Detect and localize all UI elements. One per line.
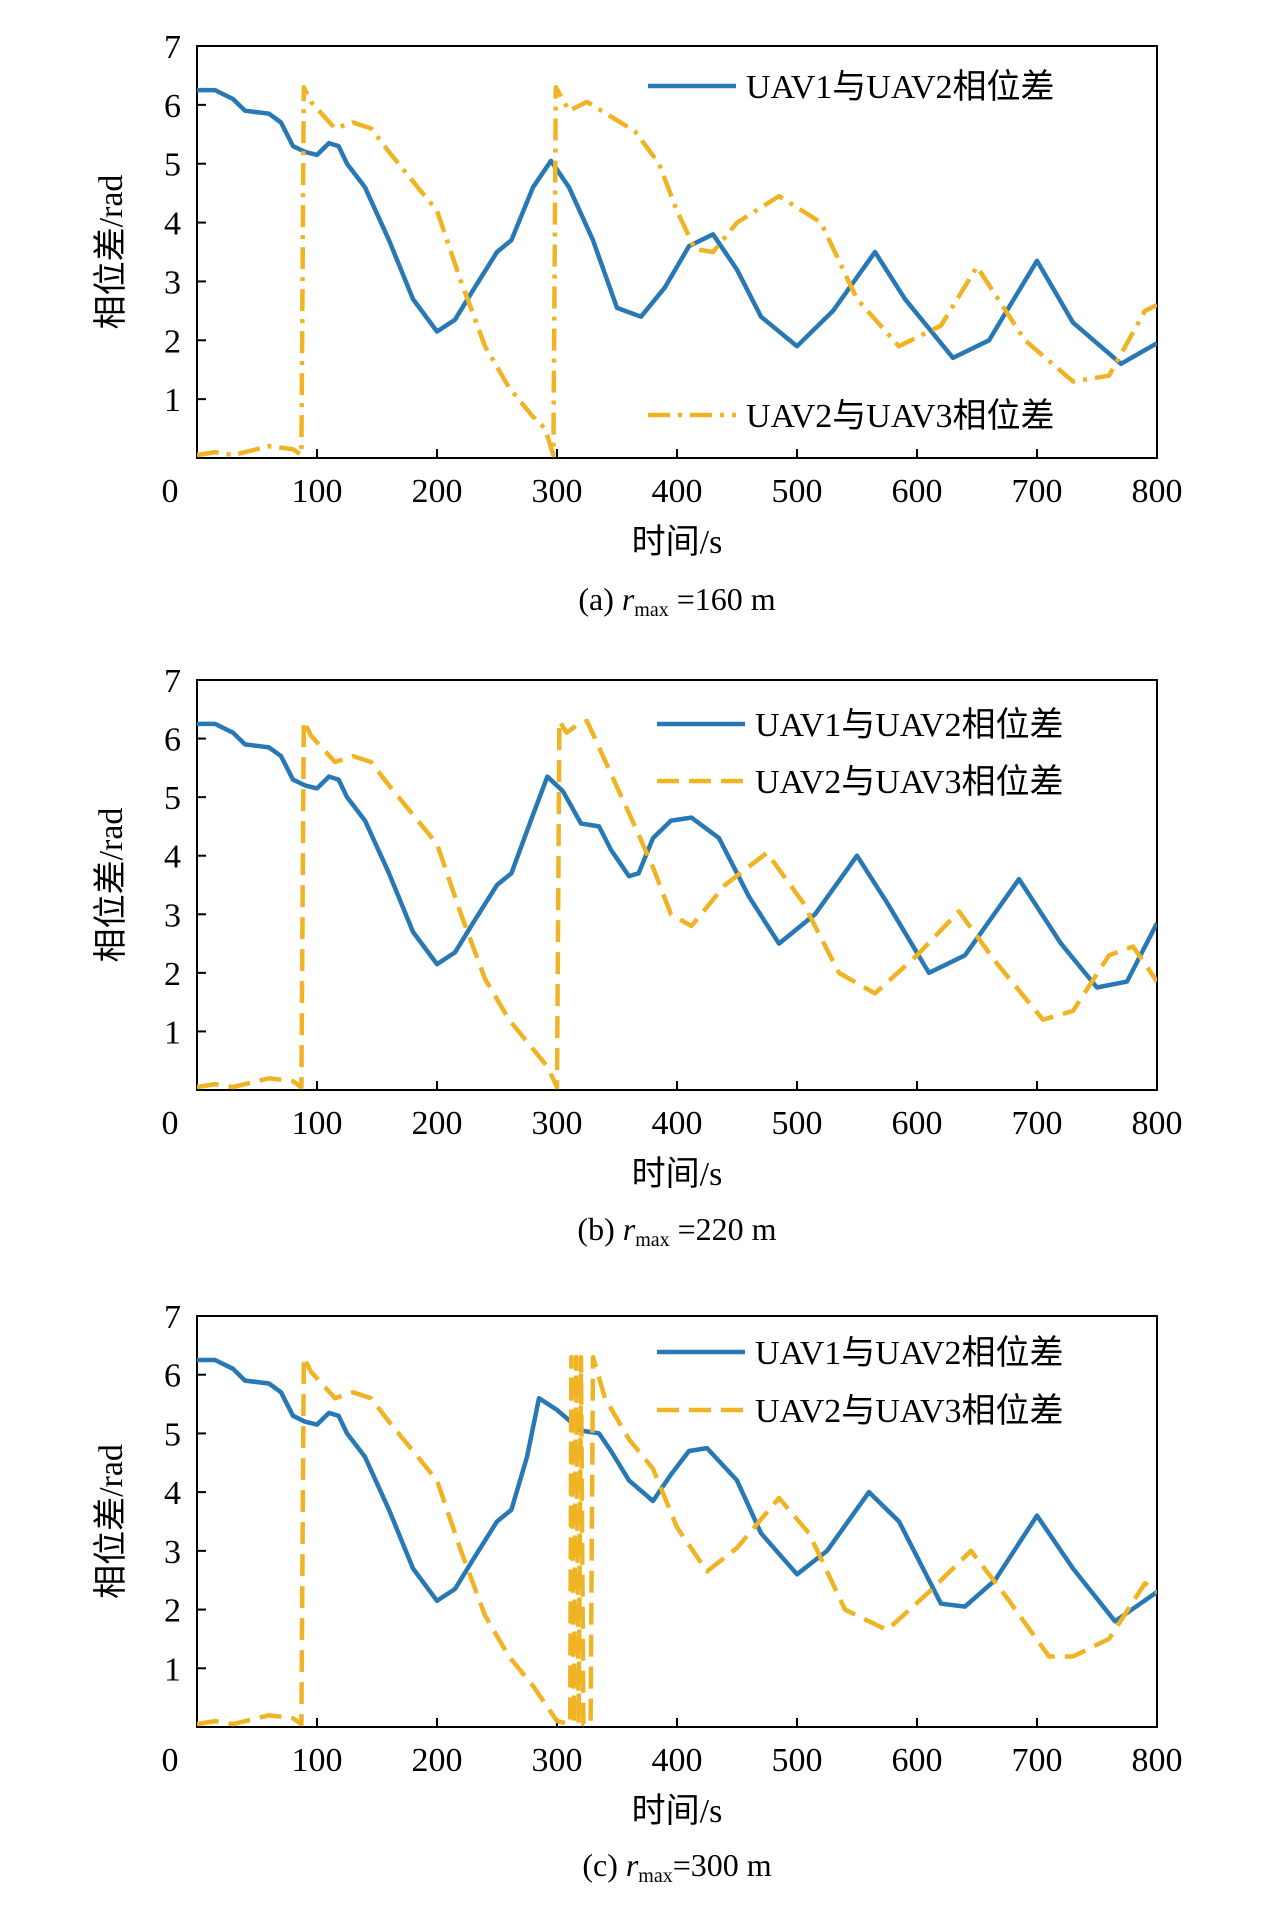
x-tick-label: 300 [532, 473, 583, 510]
y-tick-label: 3 [164, 897, 181, 934]
y-axis-label: 相位差/rad [92, 808, 130, 963]
series-line-1 [197, 87, 1157, 367]
y-tick-label: 6 [164, 88, 181, 125]
series-line-2 [197, 718, 1157, 1090]
x-tick-label: 400 [652, 1105, 703, 1142]
x-tick-label: 100 [292, 1105, 343, 1142]
x-tick-label: 200 [412, 473, 463, 510]
x-tick-label: 300 [532, 1742, 583, 1779]
y-tick-label: 1 [164, 382, 181, 419]
x-tick-label: 500 [772, 1105, 823, 1142]
legend-entry-1: UAV1与UAV2相位差 [648, 68, 1055, 106]
panel-caption: (a) rmax =160 m [578, 581, 775, 621]
y-tick-label: 5 [164, 1416, 181, 1453]
y-tick-label: 5 [164, 780, 181, 817]
y-tick-label: 7 [164, 29, 181, 66]
y-tick-label: 2 [164, 1593, 181, 1630]
x-tick-label: 0 [162, 1742, 179, 1779]
legend-label: UAV1与UAV2相位差 [755, 706, 1064, 744]
series-line-1 [197, 721, 1157, 990]
x-tick-label: 500 [772, 473, 823, 510]
y-tick-label: 2 [164, 323, 181, 360]
y-tick-label: 7 [164, 663, 181, 700]
series-line-1 [197, 1357, 1157, 1624]
x-tick-label: 700 [1012, 473, 1063, 510]
series-line-2 [197, 84, 1157, 458]
x-tick-label: 0 [162, 473, 179, 510]
y-tick-label: 4 [164, 206, 181, 243]
y-tick-label: 6 [164, 1358, 181, 1395]
x-tick-label: 300 [532, 1105, 583, 1142]
y-tick-label: 1 [164, 1651, 181, 1688]
x-tick-label: 200 [412, 1105, 463, 1142]
x-tick-label: 800 [1132, 1742, 1183, 1779]
y-tick-label: 3 [164, 264, 181, 301]
y-axis-label: 相位差/rad [92, 175, 130, 330]
x-tick-label: 800 [1132, 1105, 1183, 1142]
series-line-2 [197, 1354, 1157, 1727]
x-tick-label: 700 [1012, 1105, 1063, 1142]
chart-panel-0: 0 100 200 300 400 500 600 700 800 1 2 3 4 5 6 7 时间/s 相位差/… [92, 29, 1183, 621]
plot-frame [196, 45, 1158, 459]
y-tick-label: 4 [164, 839, 181, 876]
x-tick-label: 400 [652, 1742, 703, 1779]
y-tick-label: 2 [164, 956, 181, 993]
chart-panel-1: 0 100 200 300 400 500 600 700 800 1 2 3 4 5 6 7 时间/s 相位差/… [92, 663, 1183, 1251]
legend-entry-2: UAV2与UAV3相位差 [648, 397, 1055, 435]
y-tick-label: 1 [164, 1014, 181, 1051]
x-tick-label: 500 [772, 1742, 823, 1779]
y-tick-label: 4 [164, 1475, 181, 1512]
x-tick-label: 600 [892, 473, 943, 510]
x-tick-label: 200 [412, 1742, 463, 1779]
legend-label: UAV2与UAV3相位差 [746, 397, 1055, 435]
legend-entry-1: UAV1与UAV2相位差 [657, 1334, 1064, 1372]
legend-label: UAV2与UAV3相位差 [755, 1392, 1064, 1430]
x-tick-label: 700 [1012, 1742, 1063, 1779]
y-tick-label: 3 [164, 1534, 181, 1571]
legend-entry-1: UAV1与UAV2相位差 [657, 706, 1064, 744]
x-tick-label: 800 [1132, 473, 1183, 510]
chart-panel-2: 0 100 200 300 400 500 600 700 800 1 2 3 4 5 6 7 时间/s 相位差/… [92, 1299, 1183, 1887]
x-tick-label: 400 [652, 473, 703, 510]
y-tick-label: 6 [164, 722, 181, 759]
panel-caption: (c) rmax=300 m [582, 1847, 771, 1887]
x-axis-label: 时间/s [632, 1793, 723, 1830]
x-tick-label: 100 [292, 1742, 343, 1779]
legend-label: UAV1与UAV2相位差 [746, 68, 1055, 106]
x-tick-label: 600 [892, 1105, 943, 1142]
y-tick-label: 7 [164, 1299, 181, 1336]
y-tick-label: 5 [164, 147, 181, 184]
x-axis-label: 时间/s [632, 524, 723, 561]
legend-label: UAV1与UAV2相位差 [755, 1334, 1064, 1372]
legend-label: UAV2与UAV3相位差 [755, 763, 1064, 801]
x-tick-label: 0 [162, 1105, 179, 1142]
legend-entry-2: UAV2与UAV3相位差 [657, 763, 1064, 801]
y-axis-label: 相位差/rad [92, 1444, 130, 1599]
panel-caption: (b) rmax =220 m [577, 1211, 776, 1251]
legend-entry-2: UAV2与UAV3相位差 [657, 1392, 1064, 1430]
x-tick-label: 100 [292, 473, 343, 510]
x-tick-label: 600 [892, 1742, 943, 1779]
x-axis-label: 时间/s [632, 1156, 723, 1193]
